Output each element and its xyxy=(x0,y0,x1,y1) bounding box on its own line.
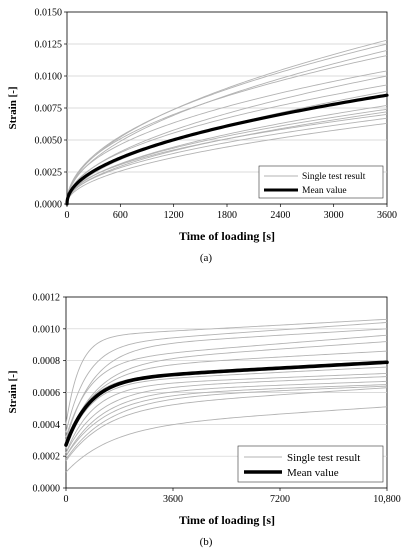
chart-a-mean-line xyxy=(65,93,389,206)
chart-b-y-tick-label: 0.0004 xyxy=(33,420,61,431)
chart-a: 0.0000 0.0025 0.0050 0.0075 0.0100 0.0125 0.01… xyxy=(7,8,397,265)
chart-b-single-test-line xyxy=(65,406,388,473)
chart-b-single-test-line xyxy=(65,376,388,454)
chart-a-y-tick-label: 0.0050 xyxy=(35,136,63,147)
chart-b-single-test-line xyxy=(65,387,388,462)
chart-a-y-tick-label: 0.0100 xyxy=(35,72,63,83)
chart-b-x-tick-label: 3600 xyxy=(163,494,183,505)
chart-a-y-axis-label: Strain [-] xyxy=(7,86,19,129)
chart-b-mean-line xyxy=(64,360,389,447)
chart-a-y-tick-label: 0.0000 xyxy=(35,200,63,211)
chart-b-single-test-line xyxy=(65,328,388,441)
chart-a-x-tick-label: 2400 xyxy=(270,210,290,221)
chart-a-panel-label: (a) xyxy=(200,252,213,264)
chart-a-legend-label-single: Single test result xyxy=(302,172,366,182)
chart-b-y-tick-label: 0.0010 xyxy=(33,324,61,335)
chart-a-single-test-line xyxy=(66,113,388,205)
chart-a-series xyxy=(65,39,389,206)
chart-b-y-tick-label: 0.0002 xyxy=(33,452,61,463)
chart-b-x-axis-label: Time of loading [s] xyxy=(179,513,275,527)
chart-b-legend-label-mean: Mean value xyxy=(287,467,339,479)
chart-b-y-axis-label: Strain [-] xyxy=(7,370,19,413)
chart-b-legend-label-single: Single test result xyxy=(287,452,360,464)
chart-a-y-tick-label: 0.0125 xyxy=(35,40,63,51)
chart-a-x-tick-label: 3000 xyxy=(324,210,344,221)
chart-b-legend-box xyxy=(237,445,384,483)
chart-b-x-tick-label: 7200 xyxy=(270,494,290,505)
chart-b-single-test-line xyxy=(65,385,388,460)
chart-a-x-tick-label: 0 xyxy=(65,210,70,221)
chart-a-single-test-line xyxy=(66,43,388,205)
chart-a-legend-box xyxy=(258,165,384,199)
chart-b-single-test-line xyxy=(65,366,388,449)
chart-a-single-test-line xyxy=(66,55,388,205)
chart-b-single-test-line xyxy=(65,334,388,438)
chart-b-single-test-line xyxy=(65,322,388,433)
chart-b-panel-label: (b) xyxy=(200,536,213,548)
chart-b-gridlines xyxy=(66,328,387,457)
chart-b-x-tick-label: 10,800 xyxy=(373,494,401,505)
chart-b-y-tick-label: 0.0000 xyxy=(33,484,61,495)
chart-a-x-tick-label: 1200 xyxy=(164,210,184,221)
chart-a-x-axis-label: Time of loading [s] xyxy=(179,229,275,243)
chart-a-x-tick-label: 3600 xyxy=(377,210,397,221)
chart-b-x-tick-label: 0 xyxy=(64,494,69,505)
chart-b-legend: Single test result Mean value xyxy=(237,445,384,483)
chart-a-single-test-line xyxy=(66,70,388,205)
chart-a-single-test-line xyxy=(66,122,388,205)
chart-b-single-test-line xyxy=(65,318,388,425)
chart-b-y-tick-label: 0.0006 xyxy=(33,388,61,399)
chart-a-y-tick-label: 0.0025 xyxy=(35,168,63,179)
chart-a-x-tick-labels: 0 600 1200 1800 2400 3000 3600 xyxy=(65,204,397,221)
chart-b-series xyxy=(64,318,389,473)
chart-b-single-test-line xyxy=(65,384,388,457)
chart-a-y-tick-label: 0.0075 xyxy=(35,104,63,115)
chart-b-single-test-line xyxy=(65,380,388,457)
chart-b-single-test-line xyxy=(65,372,388,454)
chart-b-y-tick-label: 0.0008 xyxy=(33,356,61,367)
chart-a-x-tick-label: 600 xyxy=(113,210,128,221)
chart-b-y-tick-label: 0.0012 xyxy=(33,293,61,304)
chart-a-legend: Single test result Mean value xyxy=(258,165,384,199)
chart-b-x-tick-labels: 0 3600 7200 10,800 xyxy=(64,488,401,505)
chart-b-y-tick-labels: 0.0000 0.0002 0.0004 0.0006 0.0008 0.0010 0.00… xyxy=(33,293,66,495)
chart-a-y-tick-labels: 0.0000 0.0025 0.0050 0.0075 0.0100 0.0125 0.01… xyxy=(35,8,67,211)
chart-b: 0.0000 0.0002 0.0004 0.0006 0.0008 0.0010 0.00… xyxy=(7,293,401,549)
chart-a-single-test-line xyxy=(66,117,388,205)
chart-a-single-test-line xyxy=(66,84,388,205)
chart-a-x-tick-label: 1800 xyxy=(217,210,237,221)
chart-a-y-tick-label: 0.0150 xyxy=(35,8,63,19)
chart-a-legend-label-mean: Mean value xyxy=(302,186,347,196)
